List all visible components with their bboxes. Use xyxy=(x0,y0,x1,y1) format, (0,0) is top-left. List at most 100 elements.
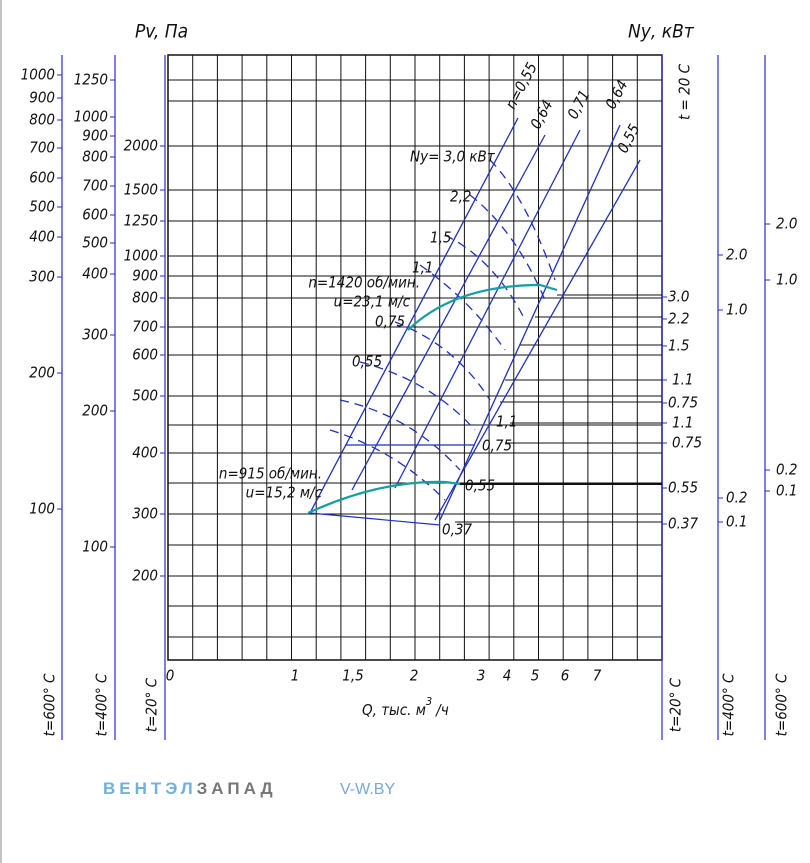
tick-label: 1000 xyxy=(74,108,108,126)
tick-label: 0.1 xyxy=(776,482,797,500)
power-curve xyxy=(419,264,506,351)
tick-label: 500 xyxy=(82,234,108,252)
axis-temp: t=600° C xyxy=(773,673,791,736)
tick-label: 100 xyxy=(82,538,108,556)
labels: 1000900800700600500400300200100125010009… xyxy=(21,21,798,799)
x-axis-title-sup: 3 xyxy=(426,695,432,708)
tick-label: 700 xyxy=(82,177,108,195)
tick-label: 200 xyxy=(82,402,108,420)
power-label: 0,75 xyxy=(482,437,512,455)
tick-label: 1000 xyxy=(124,247,158,265)
tick-label: 1250 xyxy=(124,212,158,230)
axis-temp: t=20° C xyxy=(667,677,685,732)
x-tick-label: 2 xyxy=(410,667,419,685)
power-curve xyxy=(339,399,461,471)
tick-label: 0.75 xyxy=(668,394,698,412)
x-tick-label: 1 xyxy=(291,667,300,685)
speed-label: u=23,1 м/с xyxy=(334,293,411,311)
tick-label: 1250 xyxy=(74,71,108,89)
efficiency-line xyxy=(309,117,519,514)
axis-temp: t=600° C xyxy=(41,673,59,736)
site: V-W.BY xyxy=(340,781,395,798)
power-label: 0,75 xyxy=(375,313,405,331)
x-tick-label: 3 xyxy=(477,667,486,685)
tick-label: 3.0 xyxy=(668,288,689,306)
axis-temp: t = 20 C xyxy=(676,63,694,120)
axis-title: Pv, Па xyxy=(135,21,188,43)
tick-label: 100 xyxy=(29,500,55,518)
power-label: 1,1 xyxy=(496,413,517,431)
brand-part: ЗАПАД xyxy=(197,779,277,798)
tick-label: 800 xyxy=(29,111,55,129)
tick-label: 600 xyxy=(132,346,158,364)
tick-label: 700 xyxy=(132,318,158,336)
tick-label: 700 xyxy=(29,139,55,157)
tick-label: 0.75 xyxy=(672,434,702,452)
brand: ВЕНТЭЛЗАПАД xyxy=(103,779,277,798)
tick-label: 1.5 xyxy=(668,337,689,355)
tick-label: 1000 xyxy=(21,66,55,84)
tick-label: 800 xyxy=(132,289,158,307)
tick-label: 400 xyxy=(29,228,55,246)
x-tick-label: 5 xyxy=(531,667,540,685)
x-axis-title: Q, тыс. м3/ч xyxy=(362,695,449,719)
speed-label: n=915 об/мин. xyxy=(219,465,322,483)
x-axis-title-part: Q, тыс. м xyxy=(362,701,426,719)
efficiency-line xyxy=(439,124,621,521)
x-tick-label: 6 xyxy=(561,667,570,685)
tick-label: 800 xyxy=(82,148,108,166)
tick-label: 600 xyxy=(29,169,55,187)
tick-label: 600 xyxy=(82,206,108,224)
boundary-line xyxy=(309,512,441,526)
tick-label: 300 xyxy=(132,505,158,523)
power-label: 0,55 xyxy=(465,477,495,495)
tick-label: 500 xyxy=(132,387,158,405)
grid xyxy=(57,55,770,740)
power-label: 1,5 xyxy=(430,229,451,247)
tick-label: 300 xyxy=(29,268,55,286)
curves xyxy=(307,117,641,526)
tick-label: 0.55 xyxy=(668,479,698,497)
speed-label: u=15,2 м/с xyxy=(246,484,323,502)
brand-part: ВЕНТЭЛ xyxy=(103,779,197,798)
tick-label: 0.2 xyxy=(776,461,797,479)
power-curve xyxy=(394,321,491,401)
power-label: 2,2 xyxy=(450,188,471,206)
tick-label: 1.0 xyxy=(726,301,747,319)
tick-label: 2.0 xyxy=(776,215,797,233)
tick-label: 0.2 xyxy=(726,489,747,507)
tick-label: 2.0 xyxy=(726,246,747,264)
x-tick-label: 0 xyxy=(166,667,175,685)
tick-label: 0.1 xyxy=(726,513,747,531)
x-tick-label: 1,5 xyxy=(342,667,363,685)
tick-label: 900 xyxy=(82,127,108,145)
efficiency-line xyxy=(351,134,546,491)
tick-label: 2000 xyxy=(124,137,158,155)
efficiency-line xyxy=(434,159,641,521)
fan-curve xyxy=(407,283,558,331)
tick-label: 0.37 xyxy=(668,515,698,533)
x-tick-label: 7 xyxy=(593,667,602,685)
power-curve xyxy=(329,429,446,501)
speed-label: n=1420 об/мин. xyxy=(308,274,420,292)
power-curve xyxy=(359,361,476,431)
x-axis-title-part: /ч xyxy=(435,701,449,719)
axis-temp: t=20° C xyxy=(143,677,161,732)
axis-title: Nу, кВт xyxy=(628,21,695,43)
tick-label: 1.1 xyxy=(672,371,693,389)
tick-label: 1500 xyxy=(124,181,158,199)
power-label: Nу= 3,0 кВт xyxy=(410,148,496,166)
axis-temp: t=400° C xyxy=(93,673,111,736)
tick-label: 900 xyxy=(29,89,55,107)
x-tick-label: 4 xyxy=(503,667,512,685)
tick-label: 300 xyxy=(82,326,108,344)
tick-label: 500 xyxy=(29,198,55,216)
tick-label: 200 xyxy=(132,567,158,585)
tick-label: 900 xyxy=(132,267,158,285)
axis-temp: t=400° C xyxy=(720,673,738,736)
efficiency-line xyxy=(394,129,581,489)
tick-label: 2.2 xyxy=(668,310,689,328)
power-label: 0,55 xyxy=(352,353,382,371)
